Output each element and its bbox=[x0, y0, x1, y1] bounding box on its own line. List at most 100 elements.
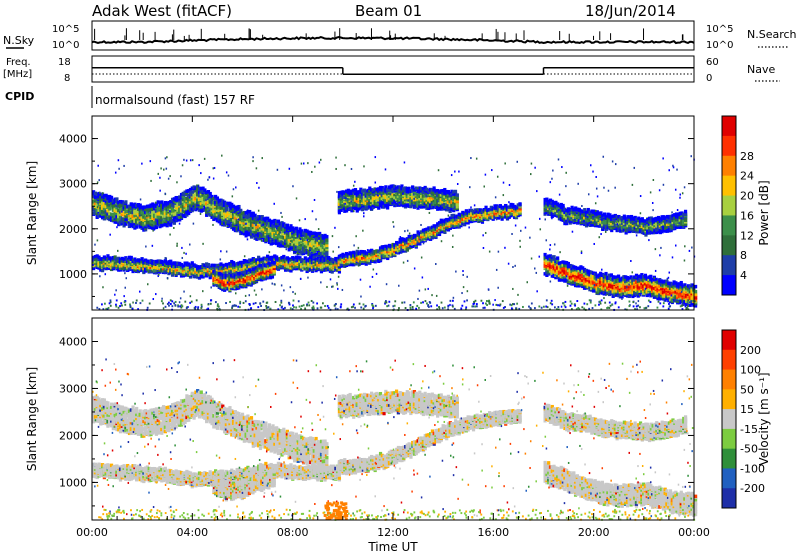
echo-cell bbox=[434, 189, 438, 193]
echo-cell bbox=[169, 205, 173, 209]
echo-cell bbox=[318, 258, 322, 263]
echo-cell bbox=[334, 256, 338, 261]
echo-cell bbox=[156, 207, 160, 212]
echo-cell bbox=[210, 206, 214, 211]
echo-cell bbox=[210, 212, 214, 217]
echo-cell bbox=[133, 224, 137, 228]
echo-cell bbox=[196, 192, 200, 196]
echo-cell bbox=[411, 192, 415, 197]
echo-cell bbox=[244, 275, 248, 280]
echo-cell bbox=[144, 263, 148, 268]
echo-cell bbox=[270, 272, 275, 276]
echo-cell bbox=[321, 251, 325, 256]
nsky-frame bbox=[91, 20, 695, 51]
echo-cell bbox=[174, 195, 178, 200]
echo-cell bbox=[149, 203, 153, 207]
echo-cell bbox=[261, 265, 266, 269]
echo-cell bbox=[378, 187, 383, 192]
echo-cell bbox=[267, 218, 272, 223]
echo-cell bbox=[145, 267, 150, 271]
echo-cell bbox=[240, 215, 245, 219]
echo-cell bbox=[109, 212, 114, 217]
echo-cell bbox=[221, 211, 225, 215]
echo-cell bbox=[235, 262, 239, 266]
echo-cell bbox=[154, 218, 159, 222]
echo-cell bbox=[231, 277, 236, 282]
echo-cell bbox=[178, 267, 182, 272]
echo-cell bbox=[138, 215, 142, 219]
echo-cell bbox=[310, 243, 315, 248]
echo-cell bbox=[292, 263, 297, 267]
echo-cell bbox=[248, 214, 252, 219]
echo-cell bbox=[248, 221, 252, 226]
echo-cell bbox=[185, 265, 189, 269]
echo-cell bbox=[253, 280, 257, 284]
echo-cell bbox=[387, 191, 392, 195]
echo-cell bbox=[147, 268, 151, 273]
echo-cell bbox=[343, 190, 347, 195]
echo-cell bbox=[371, 203, 375, 207]
echo-cell bbox=[444, 205, 449, 209]
echo-cell bbox=[196, 190, 200, 194]
echo-cell bbox=[140, 209, 144, 214]
echo-cell bbox=[208, 199, 212, 203]
echo-cell bbox=[436, 207, 440, 211]
echo-cell bbox=[224, 221, 228, 225]
echo-cell bbox=[437, 196, 442, 200]
echo-cell bbox=[235, 228, 239, 233]
echo-cell bbox=[323, 261, 327, 265]
echo-cell bbox=[224, 286, 228, 290]
echo-cell bbox=[316, 251, 320, 255]
echo-cell bbox=[111, 204, 115, 208]
echo-cell bbox=[115, 257, 119, 261]
echo-cell bbox=[273, 258, 277, 263]
echo-cell bbox=[203, 267, 207, 271]
echo-cell bbox=[284, 229, 288, 234]
echo-cell bbox=[247, 276, 252, 280]
echo-cell bbox=[221, 203, 225, 208]
echo-cell bbox=[423, 190, 427, 195]
echo-cell bbox=[206, 194, 211, 198]
echo-cell bbox=[215, 212, 220, 216]
echo-cell bbox=[210, 204, 214, 209]
echo-cell bbox=[296, 240, 300, 245]
echo-cell bbox=[377, 187, 381, 191]
echo-cell bbox=[230, 269, 234, 273]
echo-cell bbox=[224, 283, 228, 287]
echo-cell bbox=[179, 265, 184, 270]
echo-cell bbox=[280, 221, 284, 225]
echo-cell bbox=[346, 199, 350, 203]
echo-cell bbox=[344, 189, 349, 194]
echo-cell bbox=[267, 256, 272, 260]
echo-cell bbox=[124, 222, 128, 226]
echo-cell bbox=[378, 185, 383, 190]
echo-cell bbox=[249, 258, 254, 263]
echo-cell bbox=[269, 228, 273, 233]
echo-cell bbox=[97, 208, 101, 212]
echo-cell bbox=[321, 259, 325, 264]
echo-cell bbox=[416, 206, 420, 210]
echo-cell bbox=[244, 229, 248, 234]
echo-cell bbox=[316, 253, 320, 258]
echo-cell bbox=[296, 251, 300, 255]
echo-cell bbox=[224, 201, 228, 206]
echo-cell bbox=[264, 216, 268, 221]
echo-cell bbox=[237, 212, 241, 217]
echo-cell bbox=[266, 254, 270, 259]
echo-cell bbox=[201, 263, 205, 267]
echo-cell bbox=[455, 199, 459, 204]
echo-cell bbox=[282, 229, 286, 233]
echo-cell bbox=[142, 218, 146, 222]
echo-cell bbox=[448, 191, 452, 196]
echo-cell bbox=[450, 189, 454, 194]
echo-cell bbox=[298, 256, 302, 260]
echo-cell bbox=[251, 225, 255, 230]
echo-cell bbox=[455, 193, 459, 197]
echo-cell bbox=[135, 220, 139, 225]
echo-cell bbox=[149, 210, 153, 214]
echo-cell bbox=[158, 217, 162, 222]
echo-cell bbox=[208, 194, 212, 198]
echo-cell bbox=[382, 188, 386, 192]
echo-cell bbox=[235, 286, 239, 291]
echo-cell bbox=[230, 284, 234, 289]
